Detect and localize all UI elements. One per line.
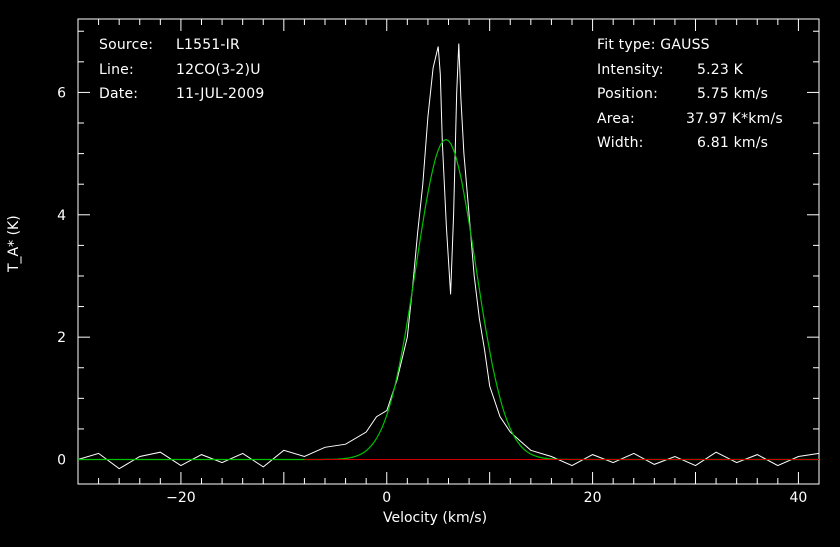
axis-tick-labels: −20 0 20 40 0 2 4 6 [57,85,807,506]
line-value: 12CO(3-2)U [176,62,261,78]
y-axis-label: T_A* (K) [6,215,22,272]
fit-type: Fit type: GAUSS [597,37,710,53]
x-axis-label: Velocity (km/s) [383,510,488,526]
y-tick-label: 0 [57,453,66,469]
gaussian-fit-line [78,138,819,461]
y-tick-label: 4 [57,208,66,224]
date-label: Date: [99,86,139,102]
position-label: Position: [597,86,659,102]
y-tick-label: 6 [57,85,66,101]
y-tick-label: 2 [57,330,66,346]
x-tick-label: 20 [584,490,602,506]
x-tick-label: −20 [166,490,196,506]
spectrum-line [77,43,820,470]
x-tick-label: 40 [790,490,808,506]
source-value: L1551-IR [176,37,240,53]
intensity-value: 5.23 K [697,62,744,78]
area-label: Area: [597,111,635,127]
intensity-label: Intensity: [597,62,664,78]
area-value: 37.97 K*km/s [686,111,783,127]
source-label: Source: [99,37,154,53]
axis-ticks [77,19,820,484]
line-label: Line: [99,62,134,78]
date-value: 11-JUL-2009 [176,86,265,102]
width-value: 6.81 km/s [697,135,769,151]
position-value: 5.75 km/s [697,86,769,102]
x-tick-label: 0 [382,490,391,506]
width-label: Width: [597,135,644,151]
